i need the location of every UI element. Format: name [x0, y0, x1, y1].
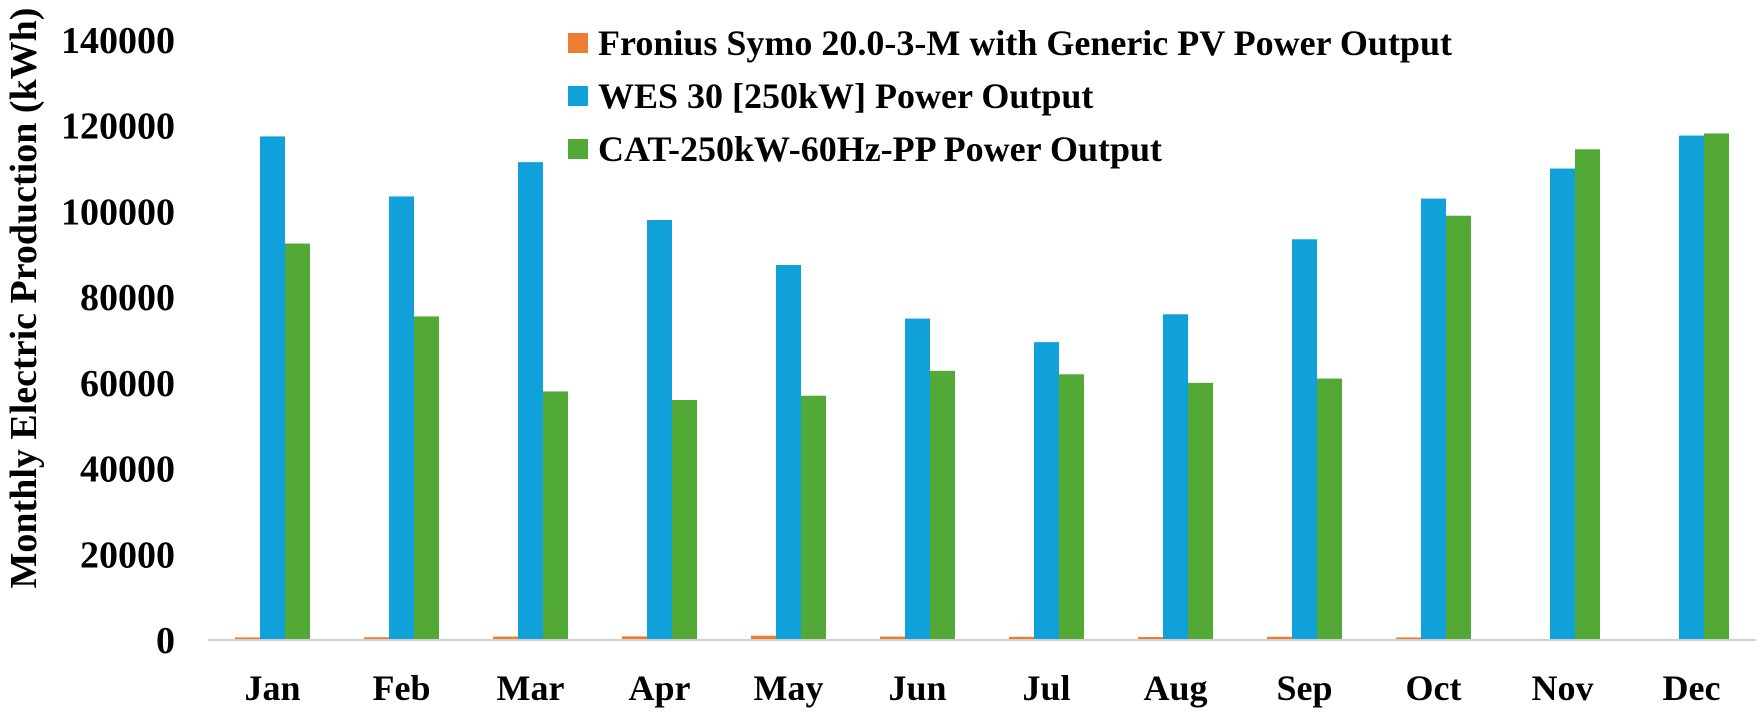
bar-oct-series-1 — [1396, 637, 1421, 640]
bar-jun-series-2 — [905, 318, 930, 640]
bar-feb-series-3 — [414, 316, 439, 640]
bar-aug-series-3 — [1188, 382, 1213, 640]
bar-jul-series-3 — [1059, 374, 1084, 640]
bar-dec-series-3 — [1704, 133, 1729, 640]
x-tick-label: Dec — [1663, 668, 1721, 708]
y-tick-label: 120000 — [61, 106, 175, 148]
y-tick-label: 140000 — [61, 20, 175, 62]
bar-aug-series-1 — [1138, 637, 1163, 640]
bar-jan-series-3 — [285, 243, 310, 641]
bar-jun-series-1 — [880, 636, 905, 640]
x-tick-label: Jun — [888, 668, 946, 708]
legend-label: WES 30 [250kW] Power Output — [598, 76, 1093, 116]
x-tick-label: Aug — [1143, 668, 1207, 708]
bar-feb-series-1 — [364, 637, 389, 640]
y-tick-label: 40000 — [80, 449, 175, 491]
bar-aug-series-2 — [1163, 314, 1188, 640]
legend-swatch — [568, 86, 588, 106]
x-tick-label: May — [754, 668, 824, 708]
bar-jul-series-1 — [1009, 636, 1034, 640]
bar-mar-series-2 — [518, 162, 543, 640]
x-tick-label: Nov — [1532, 668, 1594, 708]
bar-sep-series-2 — [1292, 239, 1317, 641]
x-tick-label: Jul — [1022, 668, 1070, 708]
bar-jan-series-2 — [260, 136, 285, 640]
y-tick-label: 0 — [156, 620, 175, 662]
bar-mar-series-1 — [493, 636, 518, 640]
x-tick-label: Feb — [373, 668, 431, 708]
bar-jun-series-3 — [930, 370, 955, 640]
legend-label: CAT-250kW-60Hz-PP Power Output — [598, 129, 1162, 169]
y-axis-label: Monthly Electric Production (kWh) — [3, 8, 45, 589]
bars — [235, 133, 1729, 641]
x-tick-label: Mar — [497, 668, 565, 708]
x-axis-ticks: Jan Feb Mar Apr May Jun Jul Aug Sep Oct Nov Dec — [244, 668, 1720, 708]
bar-dec-series-2 — [1679, 135, 1704, 641]
bar-nov-series-3 — [1575, 149, 1600, 641]
bar-may-series-1 — [751, 635, 776, 640]
x-tick-label: Jan — [244, 668, 300, 708]
bar-jul-series-2 — [1034, 342, 1059, 640]
bar-jan-series-1 — [235, 637, 260, 640]
x-tick-label: Oct — [1406, 668, 1462, 708]
bar-feb-series-2 — [389, 196, 414, 640]
y-axis-ticks: 0 20000 40000 60000 80000 100000 120000 140000 — [61, 20, 175, 662]
bar-may-series-2 — [776, 265, 801, 640]
y-tick-label: 100000 — [61, 191, 175, 233]
legend: Fronius Symo 20.0-3-M with Generic PV Po… — [568, 23, 1452, 169]
bar-sep-series-1 — [1267, 636, 1292, 640]
y-tick-label: 80000 — [80, 277, 175, 319]
bar-mar-series-3 — [543, 391, 568, 640]
x-tick-label: Sep — [1276, 668, 1332, 708]
y-tick-label: 20000 — [80, 534, 175, 576]
bar-may-series-3 — [801, 395, 826, 640]
bar-oct-series-2 — [1421, 198, 1446, 641]
bar-apr-series-2 — [647, 220, 672, 640]
legend-swatch — [568, 33, 588, 53]
legend-swatch — [568, 139, 588, 159]
bar-nov-series-2 — [1550, 168, 1575, 641]
bar-apr-series-3 — [672, 400, 697, 640]
legend-label: Fronius Symo 20.0-3-M with Generic PV Po… — [598, 23, 1452, 63]
y-tick-label: 60000 — [80, 363, 175, 405]
bar-apr-series-1 — [622, 636, 647, 640]
x-tick-label: Apr — [629, 668, 691, 708]
bar-oct-series-3 — [1446, 215, 1471, 640]
bar-sep-series-3 — [1317, 378, 1342, 640]
